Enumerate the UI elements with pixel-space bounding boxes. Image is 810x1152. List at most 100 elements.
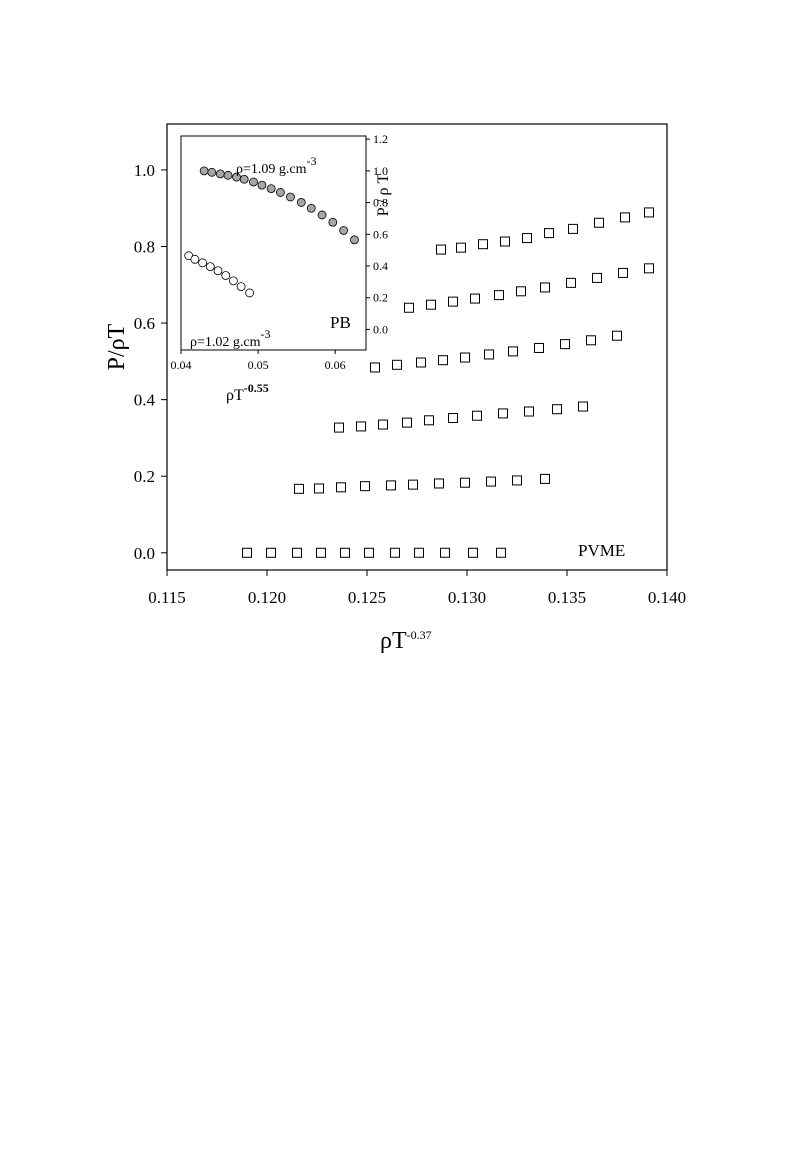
pvme-point-series-3 [612,330,622,341]
pvme-point-series-5 [568,223,578,234]
pvme-point-series-4 [448,296,458,307]
main-x-tick-label: 0.140 [648,588,686,607]
inset-y-tick-label: 0.2 [373,291,388,305]
pvme-point-series-1 [386,480,396,491]
pvme-point-series-2 [356,421,366,432]
inset-y-tick-label: 1.2 [373,132,388,146]
pvme-point-series-2 [424,415,434,426]
pvme-point-series-0 [440,547,450,558]
main-y-tick-label: 1.0 [134,161,155,180]
pvme-point-series-4 [566,277,576,288]
pvme-point-series-0 [292,547,302,558]
pvme-point-series-3 [392,359,402,370]
pvme-point-series-4 [540,282,550,293]
pvme-point-series-5 [522,233,532,244]
pvme-point-series-3 [416,357,426,368]
pb-point-series-0 [266,184,276,194]
pb-point-series-0 [286,192,295,202]
pvme-point-series-4 [426,299,436,310]
inset-axis-ticks: 0.04 0.05 0.06 0.0 0.2 0.4 0.6 0.8 1.0 1.2 [171,132,389,372]
inset-y-axis-label: P / ρ T [375,174,392,217]
pvme-point-series-1 [360,481,370,492]
pb-point-series-0 [223,170,233,180]
pb-point-series-0 [276,188,285,197]
pb-point-series-0 [257,180,267,190]
pvme-annotation: PVME [578,541,625,560]
pb-point-series-0 [317,210,327,220]
main-y-axis-label: P/ρT [104,323,130,370]
pvme-point-series-4 [618,267,628,278]
pb-point-series-1 [198,258,207,268]
pb-annotation: PB [330,313,351,332]
main-y-tick-label: 0.0 [134,544,155,563]
main-x-axis-label: ρT-0.37 [380,628,432,654]
pb-point-series-1 [205,262,215,272]
pvme-point-series-4 [644,263,654,274]
pvme-point-series-0 [496,547,506,558]
inset-y-tick-label: 0.4 [373,259,388,273]
plot-frame [166,123,668,571]
pvme-point-series-2 [378,419,388,430]
main-y-tick-label: 0.2 [134,467,155,486]
pvme-point-series-0 [316,547,326,558]
pvme-point-series-1 [540,473,550,484]
pvme-point-series-1 [512,475,522,486]
main-x-tick-label: 0.135 [548,588,586,607]
main-x-tick-label: 0.120 [248,588,286,607]
main-axis-ticks: 0.115 0.120 0.125 0.130 0.135 0.140 0.0 0.2 0.4 0… [134,161,686,607]
pvme-point-series-0 [242,547,252,558]
pb-point-series-1 [245,288,255,298]
pvme-point-series-0 [468,547,478,558]
inset-y-tick-label: 0.8 [373,196,388,210]
pb-point-series-1 [213,266,223,276]
pvme-point-series-2 [402,417,412,428]
pvme-point-series-1 [294,483,304,494]
pvme-point-series-3 [438,355,448,366]
pvme-point-series-2 [578,401,588,412]
inset-y-tick-label: 0.0 [373,322,388,336]
pvme-point-series-0 [266,547,276,558]
pvme-point-series-4 [404,302,414,313]
inset-y-tick-label: 1.0 [373,164,388,178]
pvme-point-series-4 [516,286,526,297]
pb-point-series-0 [239,174,249,184]
main-y-tick-label: 0.6 [134,314,155,333]
pb-point-series-1 [221,271,231,280]
pvme-point-series-5 [644,207,654,218]
inset-series-label-low: ρ=1.02 g.cm-3 [190,327,271,350]
main-x-tick-label: 0.125 [348,588,386,607]
pvme-point-series-0 [414,547,424,558]
pvme-point-series-3 [534,342,544,353]
pvme-point-series-3 [460,352,470,363]
pvme-point-series-2 [334,422,344,433]
pvme-point-series-1 [486,476,496,487]
pvme-point-series-3 [586,335,596,346]
inset-data-points [184,166,359,298]
pvme-point-series-3 [508,346,518,357]
pvme-point-series-5 [594,217,604,228]
pvme-point-series-1 [408,479,418,490]
pb-point-series-0 [350,235,359,245]
pb-point-series-0 [199,166,209,176]
main-y-tick-label: 0.8 [134,238,155,257]
pvme-point-series-4 [592,272,602,283]
pvme-point-series-5 [620,212,630,223]
pvme-point-series-4 [494,290,504,301]
pvme-point-series-4 [470,293,480,304]
pvme-point-series-2 [524,406,534,417]
inset-x-axis-label: ρT-0.55 [226,381,269,404]
pvme-point-series-0 [364,547,374,558]
main-x-tick-label: 0.130 [448,588,486,607]
pvme-point-series-5 [500,236,510,247]
pvme-point-series-0 [340,547,350,558]
pb-point-series-0 [207,167,217,177]
pb-point-series-0 [215,169,225,179]
pvme-point-series-1 [460,477,470,488]
pb-point-series-0 [339,226,349,235]
inset-x-tick-label: 0.06 [325,358,346,372]
main-x-tick-label: 0.115 [148,588,186,607]
pvme-point-series-2 [472,410,482,421]
pvme-point-series-3 [370,362,380,373]
pvme-point-series-0 [390,547,400,558]
